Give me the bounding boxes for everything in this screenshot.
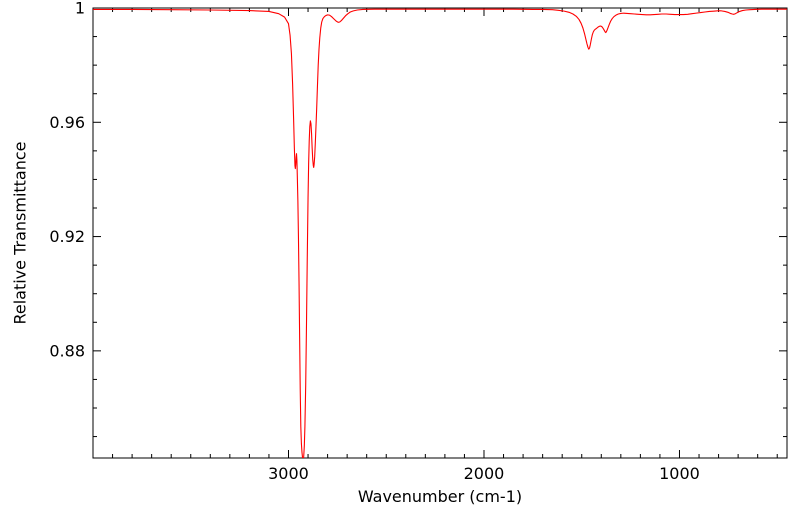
plot-frame — [92, 7, 788, 459]
y-tick-label: 0.92 — [49, 227, 85, 246]
y-tick-label: 0.96 — [49, 113, 85, 132]
y-axis-label: Relative Transmittance — [10, 141, 30, 325]
x-tick-label: 3000 — [268, 464, 309, 483]
x-tick-label: 1000 — [659, 464, 700, 483]
spectrum-line — [93, 8, 787, 458]
x-axis-label: Wavenumber (cm-1) — [357, 487, 523, 506]
x-tick-label: 2000 — [464, 464, 505, 483]
y-tick-label: 0.88 — [49, 341, 85, 360]
y-tick-label: 1 — [75, 0, 85, 18]
